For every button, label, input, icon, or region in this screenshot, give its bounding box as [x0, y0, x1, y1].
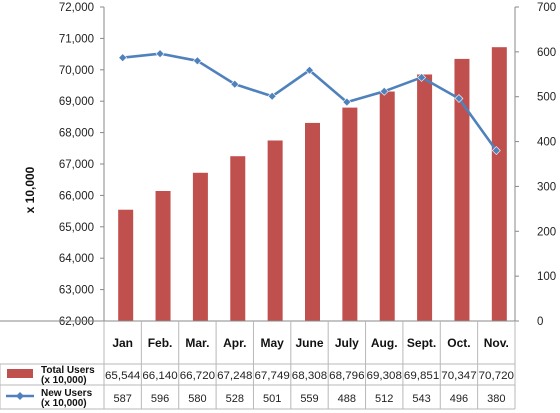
total-users-cell-6: 68,796 [329, 370, 364, 382]
new-users-cell-5: 559 [300, 393, 318, 405]
total-users-cell-1: 66,140 [142, 370, 177, 382]
new-users-cell-3: 528 [226, 393, 244, 405]
left-axis-ticks: 62,000 63,000 64,000 65,000 66,000 67,000 68,0… [59, 2, 104, 328]
right-tick-label: 400 [537, 137, 556, 149]
legend-label-total-users: Total Users [41, 365, 95, 376]
category-label-4: May [260, 336, 284, 350]
new-users-cell-6: 488 [338, 393, 356, 405]
left-tick-label: 68,000 [59, 128, 94, 140]
bar-7 [379, 91, 395, 321]
total-users-cell-0: 65,544 [105, 370, 140, 382]
bar-6 [342, 107, 358, 322]
left-tick-label: 72,000 [59, 2, 94, 14]
new-users-series [118, 49, 501, 155]
left-tick-label: 65,000 [59, 222, 94, 234]
total-users-cell-8: 69,851 [404, 370, 439, 382]
category-label-1: Feb. [148, 336, 173, 350]
new-users-point-0 [118, 53, 128, 63]
category-label-8: Sept. [407, 336, 436, 350]
category-label-0: Jan [112, 336, 133, 350]
legend-label-new-users: (x 10,000) [41, 398, 87, 409]
new-users-point-8 [417, 73, 427, 82]
legend-key-new-users-marker [16, 392, 24, 400]
category-label-5: June [295, 336, 323, 350]
bar-4 [267, 140, 283, 321]
left-tick-label: 64,000 [59, 253, 94, 265]
right-tick-label: 600 [537, 47, 556, 59]
new-users-point-1 [155, 49, 165, 59]
new-users-cell-7: 512 [375, 393, 393, 405]
new-users-cell-0: 587 [114, 393, 132, 405]
left-tick-label: 66,000 [59, 190, 94, 202]
new-users-point-5 [305, 65, 314, 75]
bar-5 [305, 122, 320, 321]
plot-axes [103, 7, 516, 321]
new-users-point-9 [454, 94, 464, 103]
total-users-cell-9: 70,347 [441, 370, 476, 382]
right-tick-label: 100 [537, 271, 556, 283]
category-label-9: Oct. [447, 336, 470, 350]
right-axis-ticks: 0 100 200 300 400 500 600 700 [515, 2, 556, 328]
total-users-cell-3: 67,248 [217, 370, 252, 382]
right-tick-label: 500 [537, 92, 556, 104]
new-users-cell-1: 596 [151, 393, 169, 405]
data-table: Jan Feb. Mar. Apr. May June July Aug. Sept. Oct. N… [0, 320, 516, 410]
bar-1 [155, 191, 171, 321]
category-label-2: Mar. [185, 336, 209, 350]
new-users-point-6 [342, 97, 352, 107]
left-tick-label: 71,000 [59, 33, 94, 45]
legend-label-total-users: (x 10,000) [41, 375, 87, 386]
new-users-point-10 [491, 146, 501, 155]
left-tick-label: 67,000 [59, 159, 94, 171]
y-axis-label: x 10,000 [23, 166, 37, 213]
bar-9 [454, 58, 470, 321]
category-label-7: Aug. [371, 336, 398, 350]
left-tick-label: 62,000 [59, 316, 94, 328]
new-users-cell-9: 496 [450, 393, 468, 405]
right-tick-label: 200 [537, 226, 556, 238]
category-label-10: Nov. [484, 336, 509, 350]
legend-label-new-users: New Users [41, 388, 93, 399]
new-users-point-3 [230, 79, 240, 89]
new-users-cell-2: 580 [188, 393, 206, 405]
right-tick-label: 700 [537, 2, 556, 14]
right-tick-label: 300 [537, 181, 556, 193]
total-users-cell-10: 70,720 [479, 370, 514, 382]
new-users-point-7 [379, 86, 389, 96]
left-tick-label: 70,000 [59, 65, 94, 77]
left-tick-label: 63,000 [59, 285, 94, 297]
total-users-cell-2: 66,720 [180, 370, 215, 382]
total-users-cell-4: 67,749 [254, 370, 289, 382]
new-users-cell-8: 543 [412, 393, 430, 405]
total-users-cell-7: 69,308 [367, 370, 402, 382]
left-tick-label: 69,000 [59, 96, 94, 108]
bar-0 [118, 209, 134, 321]
category-label-3: Apr. [223, 336, 246, 350]
total-users-bars [118, 47, 507, 322]
bar-2 [192, 172, 208, 321]
new-users-point-4 [267, 91, 277, 101]
category-label-6: July [335, 336, 359, 350]
legend-key-total-users [7, 369, 33, 378]
new-users-cell-10: 380 [487, 393, 505, 405]
new-users-point-2 [192, 56, 202, 66]
bar-3 [230, 156, 246, 321]
bar-8 [417, 74, 433, 321]
right-tick-label: 0 [537, 316, 543, 328]
new-users-cell-4: 501 [263, 393, 281, 405]
total-users-cell-5: 68,308 [292, 370, 327, 382]
bar-10 [491, 47, 507, 321]
